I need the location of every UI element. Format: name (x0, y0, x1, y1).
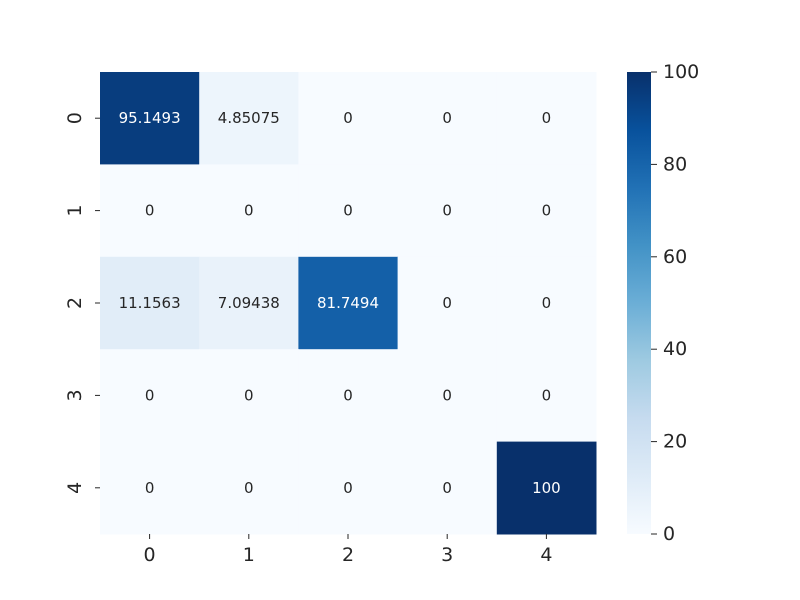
heatmap-cell-4-3 (397, 441, 498, 535)
heatmap-cell-2-3 (397, 256, 498, 350)
colorbar (627, 72, 651, 534)
heatmap-cell-1-4 (496, 164, 597, 258)
cell-value-label: 81.7494 (317, 294, 379, 312)
cell-value-label: 0 (343, 386, 353, 404)
heatmap-cell-4-4 (496, 441, 597, 535)
y-tick-label: 0 (64, 112, 86, 124)
colorbar-tick-label: 60 (663, 246, 687, 268)
colorbar-tick-label: 100 (663, 61, 699, 83)
cell-value-label: 0 (145, 202, 155, 220)
cell-value-label: 0 (244, 479, 254, 497)
colorbar-ticks: 0 20 40 60 80 100 (651, 61, 699, 545)
y-tick-label: 3 (64, 389, 86, 401)
heatmap-cell-1-1 (199, 164, 299, 258)
heatmap-cell-0-3 (397, 72, 498, 165)
cell-value-label: 0 (343, 202, 353, 220)
cell-value-label: 0 (442, 386, 452, 404)
cell-value-label: 0 (542, 294, 552, 312)
cell-value-label: 100 (532, 479, 561, 497)
colorbar-tick-label: 20 (663, 431, 687, 453)
x-tick-label: 1 (243, 544, 255, 566)
cell-value-label: 0 (442, 202, 452, 220)
y-axis-ticks: 0 1 2 3 4 (64, 112, 100, 494)
cell-value-label: 0 (244, 386, 254, 404)
colorbar-tick-label: 80 (663, 153, 687, 175)
heatmap-cell-0-2 (298, 72, 399, 165)
heatmap-cell-0-4 (496, 72, 597, 165)
cell-value-label: 95.1493 (119, 109, 181, 127)
cell-value-label: 0 (542, 109, 552, 127)
x-tick-label: 3 (441, 544, 453, 566)
cell-value-label: 0 (145, 479, 155, 497)
heatmap-cell-3-3 (397, 349, 498, 443)
heatmap-cell-3-0 (100, 349, 200, 443)
cell-value-label: 0 (542, 386, 552, 404)
x-tick-label: 0 (144, 544, 156, 566)
heatmap-cell-4-0 (100, 441, 200, 535)
heatmap-cell-2-0 (100, 256, 200, 350)
heatmap-cell-2-1 (199, 256, 299, 350)
heatmap-cells: 95.1493 4.85075 0 0 0 0 0 0 0 0 11.1563 7.09438 81.7… (100, 72, 597, 535)
heatmap-cell-1-3 (397, 164, 498, 258)
cell-value-label: 4.85075 (218, 109, 280, 127)
cell-value-label: 0 (442, 294, 452, 312)
cell-value-label: 0 (442, 109, 452, 127)
heatmap-cell-0-0 (100, 72, 200, 165)
cell-value-label: 0 (343, 109, 353, 127)
heatmap-cell-3-2 (298, 349, 399, 443)
cell-value-label: 7.09438 (218, 294, 280, 312)
cell-value-label: 0 (244, 202, 254, 220)
y-tick-label: 2 (64, 297, 86, 309)
x-axis-ticks: 0 1 2 3 4 (144, 534, 552, 566)
cell-value-label: 0 (145, 386, 155, 404)
colorbar-tick-label: 40 (663, 338, 687, 360)
heatmap-cell-3-1 (199, 349, 299, 443)
cell-value-label: 11.1563 (119, 294, 181, 312)
x-tick-label: 4 (540, 544, 552, 566)
cell-value-label: 0 (442, 479, 452, 497)
y-tick-label: 1 (64, 205, 86, 217)
colorbar-gradient (627, 72, 651, 534)
cell-value-label: 0 (343, 479, 353, 497)
heatmap-cell-4-1 (199, 441, 299, 535)
x-tick-label: 2 (342, 544, 354, 566)
cell-value-label: 0 (542, 202, 552, 220)
heatmap-cell-1-0 (100, 164, 200, 258)
heatmap-cell-0-1 (199, 72, 299, 165)
heatmap-cell-4-2 (298, 441, 399, 535)
y-tick-label: 4 (64, 482, 86, 494)
heatmap-cell-2-2 (298, 256, 399, 350)
heatmap-cell-3-4 (496, 349, 597, 443)
heatmap-cell-1-2 (298, 164, 399, 258)
heatmap-cell-2-4 (496, 256, 597, 350)
colorbar-tick-label: 0 (663, 523, 675, 545)
